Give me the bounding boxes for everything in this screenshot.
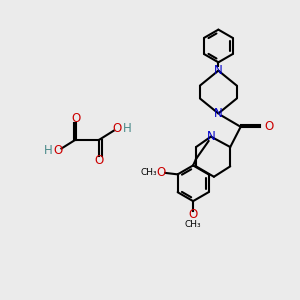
- Text: H: H: [44, 144, 53, 157]
- Text: CH₃: CH₃: [140, 168, 157, 177]
- Text: O: O: [71, 112, 80, 125]
- Text: O: O: [264, 120, 273, 133]
- Text: O: O: [53, 144, 62, 158]
- Text: O: O: [113, 122, 122, 135]
- Text: N: N: [214, 64, 223, 77]
- Text: O: O: [95, 154, 104, 167]
- Text: N: N: [214, 107, 223, 120]
- Text: H: H: [122, 122, 131, 135]
- Text: O: O: [157, 167, 166, 179]
- Text: N: N: [207, 130, 215, 143]
- Text: O: O: [188, 208, 198, 221]
- Text: CH₃: CH₃: [185, 220, 201, 230]
